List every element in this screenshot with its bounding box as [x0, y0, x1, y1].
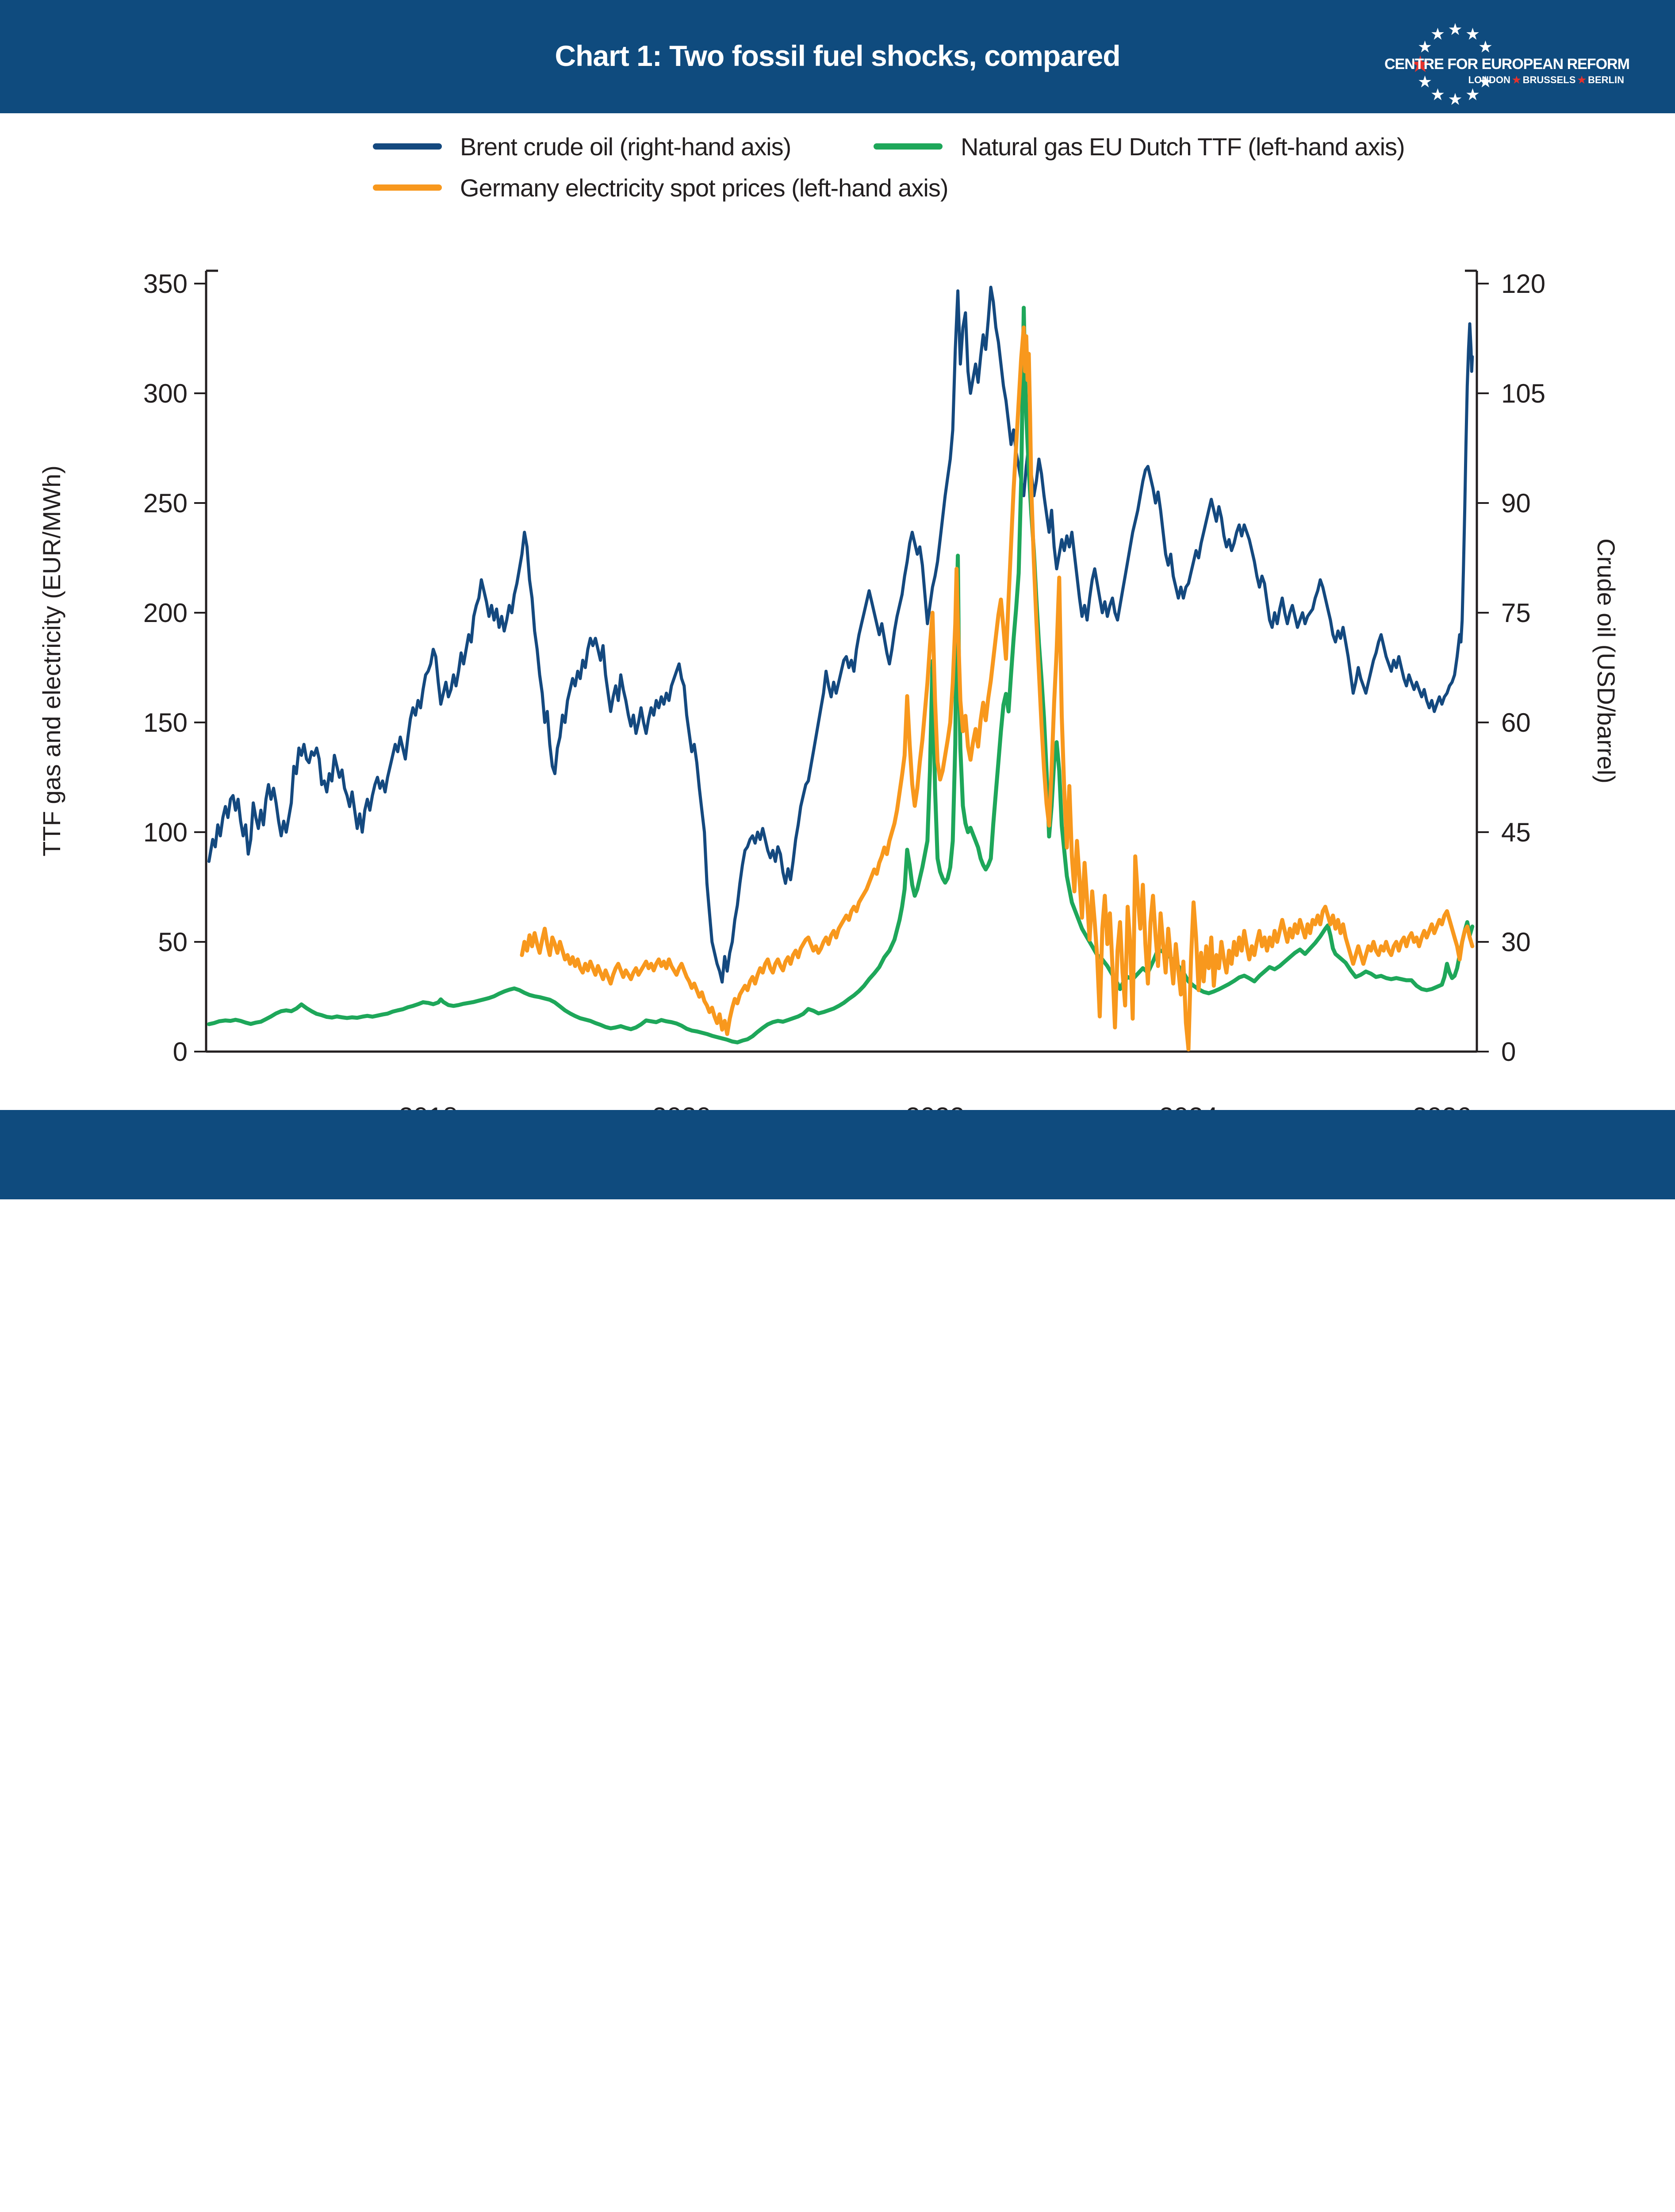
right-axis-title: Crude oil (USD/barrel): [1592, 538, 1620, 783]
legend-label-ttf: Natural gas EU Dutch TTF (left-hand axis…: [961, 133, 1405, 161]
left-tick-label: 200: [143, 598, 188, 628]
left-tick-label: 300: [143, 379, 188, 408]
right-tick-label: 90: [1501, 488, 1531, 518]
right-tick-label: 30: [1501, 927, 1531, 957]
page-title: Chart 1: Two fossil fuel shocks, compare…: [555, 39, 1120, 72]
left-tick-label: 150: [143, 708, 188, 737]
white-star-icon: [1449, 93, 1462, 105]
left-tick-label: 350: [143, 269, 188, 299]
white-star-icon: [1418, 75, 1431, 88]
left-tick-label: 250: [143, 488, 188, 518]
white-star-icon: [1431, 88, 1444, 100]
logo-city-brussels: BRUSSELS: [1522, 74, 1576, 85]
series-line-0: [207, 285, 1474, 984]
right-tick-label: 60: [1501, 708, 1531, 737]
white-star-icon: [1418, 40, 1431, 53]
eu-stars-icon: [1411, 23, 1492, 105]
series-line-1: [207, 306, 1475, 1045]
star-icon: ★: [1512, 74, 1521, 85]
white-star-icon: [1466, 88, 1479, 100]
footer-bar: Source: tradingeconomics.com Note: The p…: [0, 1110, 1675, 1199]
red-star-icon: [1411, 55, 1429, 72]
right-tick-label: 75: [1501, 598, 1531, 628]
left-tick-label: 100: [143, 818, 188, 847]
right-tick-label: 45: [1501, 818, 1531, 847]
legend-swatch-ttf: [874, 143, 943, 150]
white-star-icon: [1449, 23, 1462, 35]
dual-axis-line-chart: TTF gas and electricity (EUR/MWh) Crude …: [38, 269, 1620, 1132]
logo-city-london: LONDON: [1468, 74, 1510, 85]
white-star-icon: [1479, 75, 1492, 88]
right-tick-label: 105: [1501, 379, 1545, 408]
legend-label-electricity: Germany electricity spot prices (left-ha…: [460, 174, 948, 202]
white-star-icon: [1466, 27, 1479, 40]
right-tick-label: 120: [1501, 269, 1545, 299]
legend-swatch-brent: [373, 143, 442, 150]
logo-city-berlin: BERLIN: [1588, 74, 1624, 85]
series-lines: [207, 285, 1475, 1052]
cer-logo: CENTRE FOR EUROPEAN REFORM LONDON ★ BRUSSE…: [1384, 4, 1667, 109]
header-bar: Chart 1: Two fossil fuel shocks, compare…: [0, 0, 1675, 113]
legend-swatch-electricity: [373, 184, 442, 191]
right-tick-label: 0: [1501, 1037, 1516, 1067]
star-icon: ★: [1577, 74, 1587, 85]
series-line-2: [520, 325, 1475, 1052]
white-star-icon: [1479, 40, 1492, 53]
legend-label-brent: Brent crude oil (right-hand axis): [460, 133, 791, 161]
left-tick-label: 0: [173, 1037, 188, 1067]
left-axis-title: TTF gas and electricity (EUR/MWh): [38, 465, 65, 856]
logo-cities: LONDON ★ BRUSSELS ★ BERLIN: [1384, 74, 1624, 86]
logo-name: CENTRE FOR EUROPEAN REFORM: [1384, 56, 1630, 73]
left-tick-label: 50: [158, 927, 188, 957]
white-star-icon: [1431, 27, 1444, 40]
